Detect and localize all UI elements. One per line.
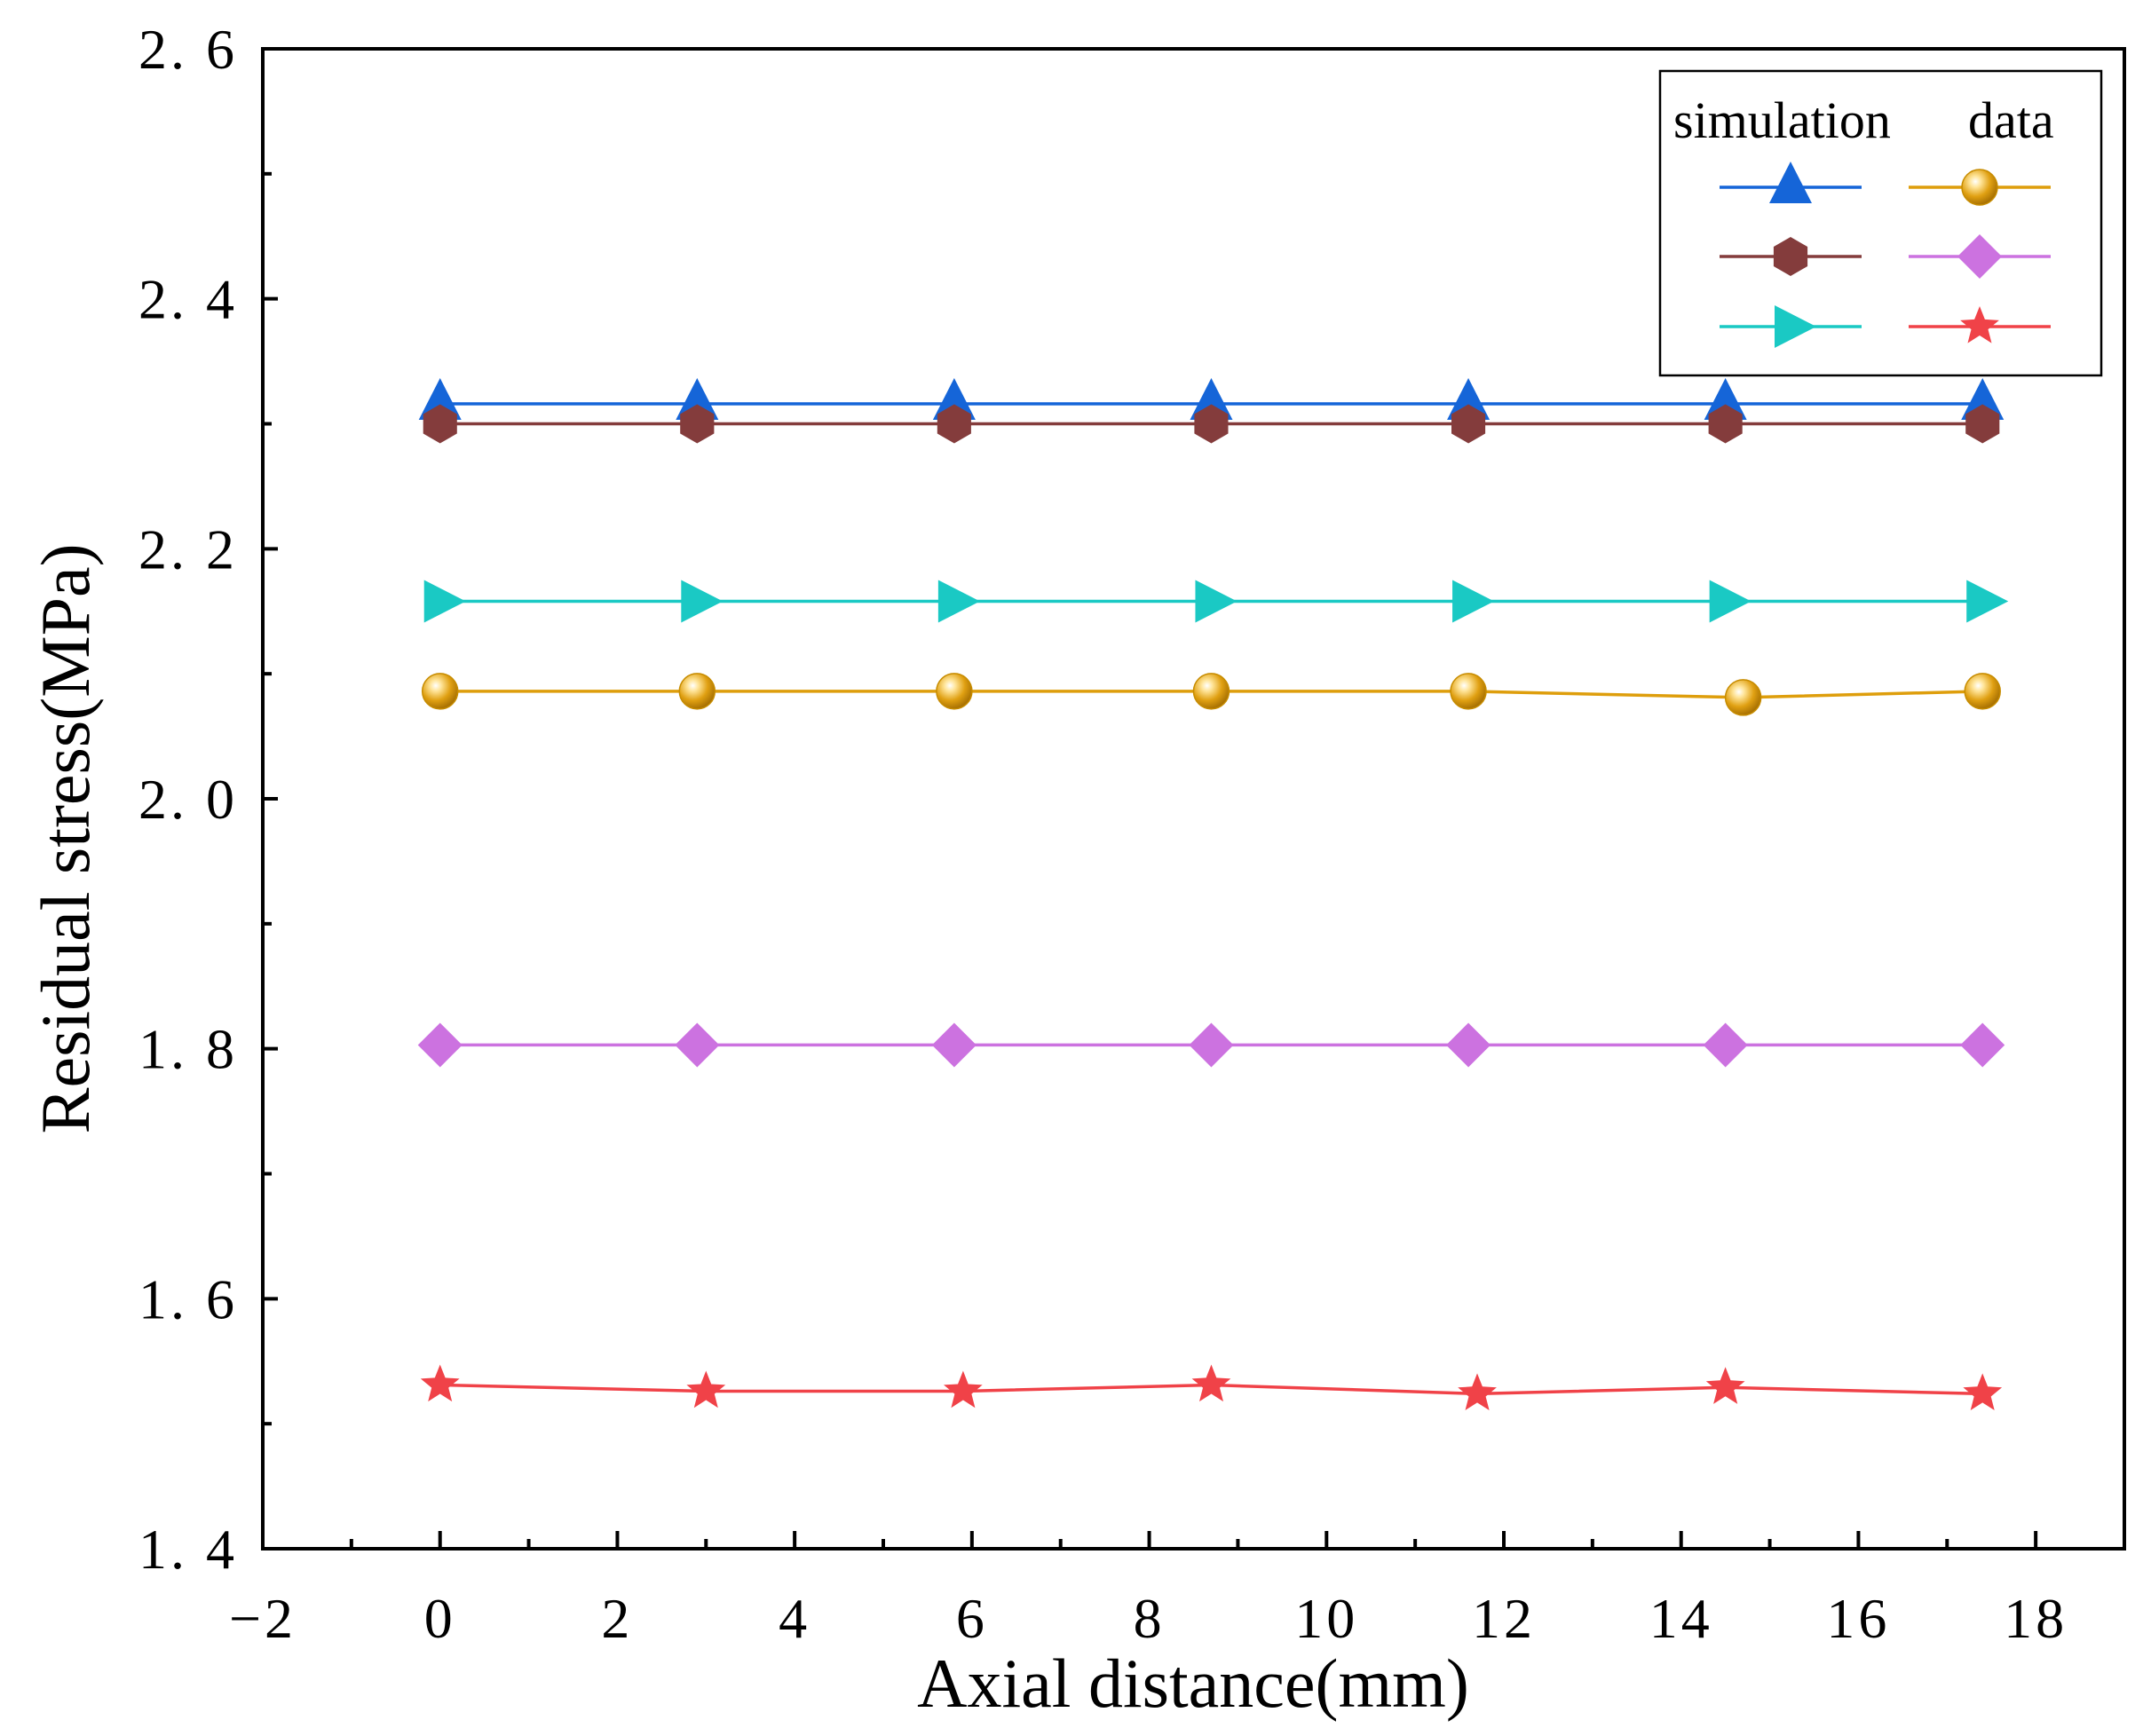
x-tick-label: 0 bbox=[424, 1587, 456, 1650]
series-1-point bbox=[932, 377, 976, 420]
axes-layer: 1. 4 1. 6 1. 8 2. 0 2. 2 2. 4 2. 6 −2 0 2 4 6 8 10 12 1… bbox=[138, 18, 2126, 1650]
y-tick-label: 2. 2 bbox=[138, 517, 238, 580]
series-6-point bbox=[944, 1370, 983, 1409]
series-3-point bbox=[1966, 580, 2009, 623]
series-4-point bbox=[1450, 673, 1487, 710]
series-1-point bbox=[1190, 377, 1233, 420]
series-1-point bbox=[418, 377, 462, 420]
legend-entry-1 bbox=[1720, 162, 1862, 203]
x-tick-label: 10 bbox=[1294, 1587, 1358, 1650]
legend-marker bbox=[1775, 305, 1816, 348]
series-4-point bbox=[678, 673, 716, 710]
series-1-point bbox=[1447, 377, 1491, 420]
series-2-point bbox=[1965, 404, 2000, 444]
x-tick-label: 12 bbox=[1472, 1587, 1536, 1650]
legend-marker bbox=[1957, 234, 2002, 279]
x-tick-label: 4 bbox=[779, 1587, 811, 1650]
y-tick-label: 2. 6 bbox=[138, 18, 238, 81]
y-tick-label: 1. 6 bbox=[138, 1267, 238, 1330]
series-2-point bbox=[1194, 404, 1229, 444]
legend-marker bbox=[1773, 237, 1808, 276]
y-tick-label: 1. 8 bbox=[138, 1018, 238, 1081]
series-3-point bbox=[423, 580, 466, 623]
legend: simulation data bbox=[1658, 69, 2103, 377]
legend-entry-2 bbox=[1720, 237, 1862, 276]
series-4 bbox=[421, 673, 2001, 716]
series-1-point bbox=[1961, 377, 2005, 420]
series-3-point bbox=[1195, 580, 1238, 623]
series-5 bbox=[417, 1022, 2005, 1068]
legend-heading-data: data bbox=[1968, 91, 2054, 149]
legend-heading-simulation: simulation bbox=[1673, 91, 1891, 149]
series-4-point bbox=[1964, 673, 2001, 710]
series-5-point bbox=[417, 1022, 463, 1068]
x-axis-title: Axial distance(mm) bbox=[917, 1645, 1469, 1722]
series-6 bbox=[420, 1364, 2003, 1410]
series-3 bbox=[423, 580, 2009, 623]
legend-entry-3 bbox=[1720, 305, 1862, 348]
x-tick-label: 14 bbox=[1649, 1587, 1713, 1650]
series-6-point bbox=[1705, 1367, 1745, 1404]
series-2 bbox=[423, 404, 2000, 444]
x-tick-label: −2 bbox=[229, 1587, 297, 1650]
series-2-point bbox=[1708, 404, 1743, 444]
legend-box bbox=[1658, 69, 2103, 377]
series-6-point bbox=[1191, 1364, 1231, 1402]
x-tick-label: 8 bbox=[1134, 1587, 1166, 1650]
y-tick-label: 1. 4 bbox=[138, 1518, 238, 1581]
series-2-point bbox=[680, 404, 715, 444]
series-1 bbox=[418, 377, 2005, 420]
series-6-point bbox=[1963, 1373, 2003, 1410]
series-5-point bbox=[1703, 1022, 1748, 1068]
legend-entry-6 bbox=[1909, 306, 2051, 343]
series-2-point bbox=[937, 404, 971, 444]
x-tick-label: 2 bbox=[601, 1587, 633, 1650]
series-1-point bbox=[1704, 377, 1747, 420]
series-6-point bbox=[1458, 1373, 1497, 1410]
series-6-point bbox=[686, 1370, 726, 1409]
series-4-point bbox=[421, 673, 459, 710]
series-3-point bbox=[1709, 580, 1752, 623]
series-4-point bbox=[1724, 679, 1762, 716]
y-axis-title: Residual stress(MPa) bbox=[27, 543, 104, 1133]
x-tick-label: 16 bbox=[1826, 1587, 1890, 1650]
series-4-point bbox=[1192, 673, 1230, 710]
series-2-point bbox=[1451, 404, 1486, 444]
x-tick-label: 18 bbox=[2004, 1587, 2068, 1650]
series-2-point bbox=[423, 404, 457, 444]
series-3-point bbox=[681, 580, 724, 623]
series-5-point bbox=[1189, 1022, 1234, 1068]
series-1-point bbox=[676, 377, 719, 420]
series-3-point bbox=[1452, 580, 1495, 623]
series-5-point bbox=[1446, 1022, 1491, 1068]
legend-marker bbox=[1769, 162, 1812, 203]
legend-entry-4 bbox=[1909, 169, 2051, 206]
series-3-point bbox=[937, 580, 980, 623]
y-tick-label: 2. 4 bbox=[138, 268, 238, 331]
series-layer bbox=[417, 377, 2009, 1410]
legend-entry-5 bbox=[1909, 234, 2051, 279]
series-5-point bbox=[931, 1022, 977, 1068]
series-5-point bbox=[1960, 1022, 2005, 1068]
legend-marker bbox=[1961, 169, 1998, 206]
y-tick-label: 2. 0 bbox=[138, 768, 238, 831]
legend-marker bbox=[1960, 306, 1999, 343]
series-5-point bbox=[675, 1022, 720, 1068]
series-6-point bbox=[420, 1364, 460, 1402]
series-4-point bbox=[936, 673, 973, 710]
x-tick-label: 6 bbox=[956, 1587, 988, 1650]
